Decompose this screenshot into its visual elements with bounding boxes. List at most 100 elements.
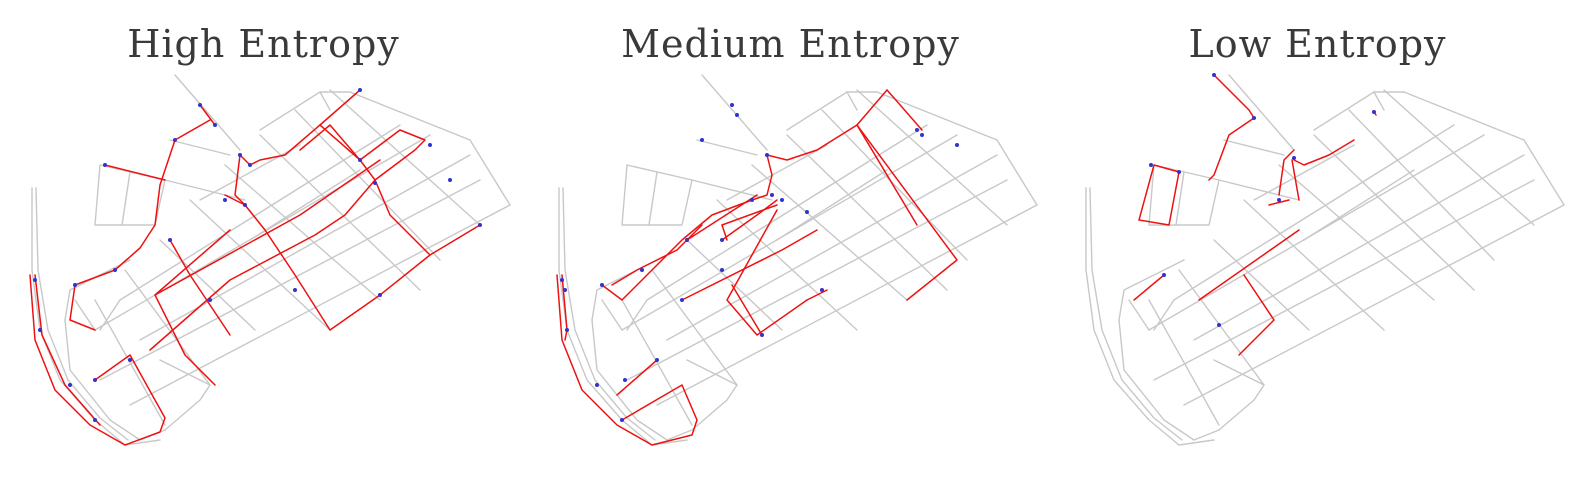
road-segment <box>64 319 166 441</box>
route-layer <box>29 89 481 446</box>
route-node <box>1292 156 1296 160</box>
route-node <box>238 153 242 157</box>
road-segment <box>876 91 998 141</box>
road-segment <box>691 384 738 431</box>
route-segment <box>721 204 778 226</box>
route-segment <box>234 154 331 331</box>
route-node <box>378 293 382 297</box>
road-segment <box>119 124 401 301</box>
route-segment <box>886 89 923 131</box>
road-segment <box>164 179 246 201</box>
road-segment <box>159 239 256 331</box>
road-segment <box>319 91 331 111</box>
route-segment <box>1208 117 1255 181</box>
route-node <box>780 198 784 202</box>
route-node <box>600 283 604 287</box>
road-network-map <box>29 74 511 446</box>
road-segment <box>121 171 131 226</box>
road-segment <box>94 299 166 426</box>
route-segment <box>34 274 101 426</box>
road-segment <box>846 91 858 111</box>
road-segment <box>74 299 96 331</box>
road-segment <box>1183 204 1565 406</box>
route-node <box>720 238 724 242</box>
route-node <box>955 143 959 147</box>
panel-medium-entropy: Medium Entropy <box>527 0 1054 477</box>
road-segment <box>591 319 693 441</box>
route-node <box>73 283 77 287</box>
route-segment <box>104 164 166 181</box>
route-node <box>770 193 774 197</box>
route-node <box>700 138 704 142</box>
road-segment <box>169 139 231 156</box>
road-segment <box>1213 239 1310 331</box>
route-node <box>915 128 919 132</box>
route-node <box>33 278 37 282</box>
route-segment <box>1238 274 1275 356</box>
road-network-map <box>556 74 1038 446</box>
road-segment <box>259 134 421 291</box>
route-segment <box>721 199 778 241</box>
route-segment <box>611 224 703 286</box>
route-layer <box>556 89 958 446</box>
road-segment <box>159 359 211 386</box>
route-node <box>428 143 432 147</box>
road-segment <box>1223 139 1285 156</box>
route-segment <box>154 159 381 296</box>
road-segment <box>1148 164 1220 226</box>
route-node <box>563 288 567 292</box>
route-segment <box>149 124 426 351</box>
route-node <box>685 238 689 242</box>
road-segment <box>1089 187 1183 441</box>
road-segment <box>1313 91 1405 131</box>
road-segment <box>1153 299 1175 331</box>
road-segment <box>821 109 968 261</box>
route-segment <box>1291 159 1300 201</box>
route-segment <box>726 209 808 336</box>
route-segment <box>686 194 758 241</box>
road-segment <box>1178 269 1265 386</box>
route-node <box>213 123 217 127</box>
road-segment <box>996 139 1038 206</box>
route-segment <box>1198 229 1300 301</box>
route-segment <box>329 224 481 331</box>
road-segment <box>716 199 858 331</box>
route-node <box>358 88 362 92</box>
route-node <box>655 358 659 362</box>
road-segment <box>701 74 768 151</box>
route-node <box>1212 73 1216 77</box>
route-node <box>750 198 754 202</box>
route-node <box>1277 198 1281 202</box>
road-segment <box>1243 199 1385 331</box>
road-segment <box>1303 169 1415 241</box>
route-node <box>760 333 764 337</box>
route-segment <box>806 289 828 301</box>
route-segment <box>601 154 773 301</box>
route-node <box>243 203 247 207</box>
route-layer <box>1133 74 1377 356</box>
route-node <box>223 198 227 202</box>
road-segment <box>139 154 471 341</box>
road-segment <box>99 179 481 381</box>
road-segment <box>558 187 688 446</box>
road-segment <box>1148 299 1220 426</box>
route-node <box>248 163 252 167</box>
road-segment <box>64 259 131 321</box>
road-segment <box>129 204 511 406</box>
road-segment <box>1278 164 1435 301</box>
road-segment <box>1373 91 1385 111</box>
panel-title: Low Entropy <box>1188 22 1447 66</box>
route-segment <box>731 284 763 336</box>
route-segment <box>1293 139 1355 166</box>
route-segment <box>681 229 818 301</box>
route-node <box>620 418 624 422</box>
road-segment <box>1173 124 1455 301</box>
road-segment <box>1253 144 1355 201</box>
route-node <box>920 133 924 137</box>
road-segment <box>686 359 738 386</box>
road-segment <box>646 124 928 301</box>
road-segment <box>189 199 331 331</box>
panel-high-entropy: High Entropy <box>0 0 527 477</box>
node-layer <box>33 88 482 422</box>
road-segment <box>786 134 948 291</box>
